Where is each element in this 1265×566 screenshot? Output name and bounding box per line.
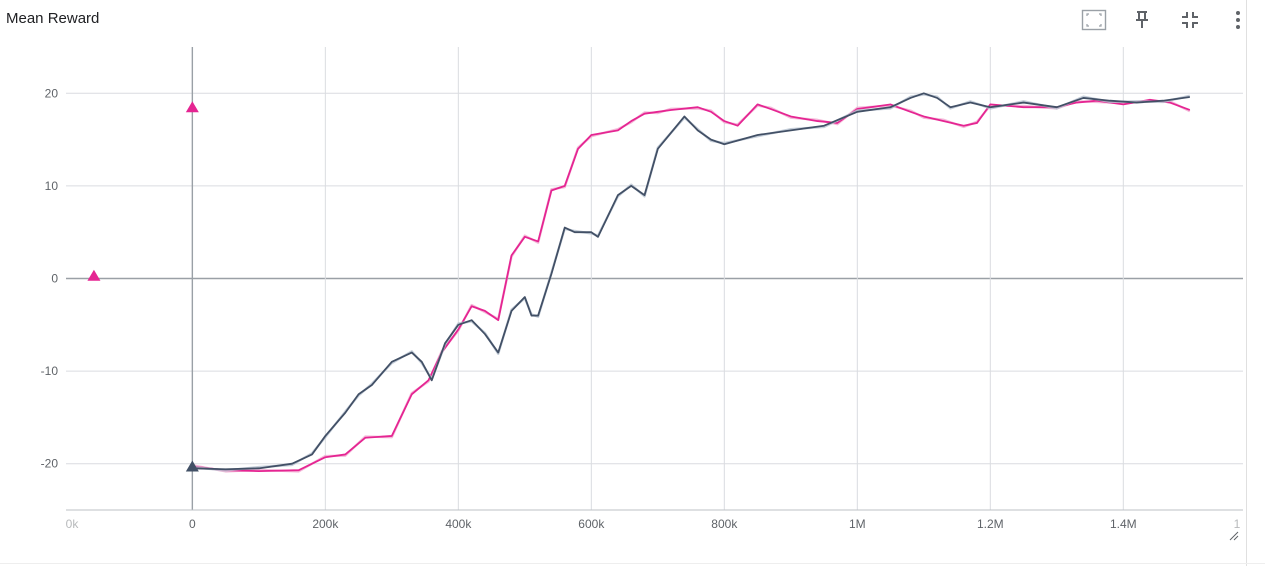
fit-domain-button[interactable] [1077, 6, 1111, 34]
pin-button[interactable] [1125, 6, 1159, 34]
series-raw-run-dark [192, 93, 1191, 472]
y-tick-label: 20 [45, 86, 59, 100]
x-tick-label: 1.2M [977, 517, 1004, 531]
more-vert-icon [1236, 11, 1240, 29]
x-tick-label: 1M [849, 517, 866, 531]
resize-handle[interactable] [1227, 528, 1239, 546]
chart-title: Mean Reward [6, 10, 100, 27]
y-tick-label: 10 [45, 179, 59, 193]
marker-run-pink [87, 269, 101, 281]
chart-toolbar [1077, 6, 1255, 34]
x-tick-label: 0 [189, 517, 196, 531]
card-divider [1246, 0, 1247, 566]
series-line-run-dark [192, 92, 1190, 471]
resize-icon [1229, 531, 1239, 541]
marker-run-pink [185, 101, 199, 113]
x-tick-label: 0k [66, 517, 80, 531]
pin-icon [1136, 11, 1148, 28]
card-bottom-border [0, 563, 1265, 564]
fit-domain-icon [1081, 9, 1107, 31]
exit-fullscreen-icon [1182, 12, 1198, 28]
x-tick-label: 400k [445, 517, 472, 531]
y-tick-label: -20 [41, 457, 59, 471]
x-tick-label: 200k [312, 517, 339, 531]
x-tick-label: 1 [1234, 517, 1241, 531]
y-tick-label: -10 [41, 364, 59, 378]
marker-run-dark [185, 460, 199, 472]
x-tick-label: 1.4M [1110, 517, 1137, 531]
y-tick-label: 0 [51, 272, 58, 286]
fullscreen-button[interactable] [1173, 6, 1207, 34]
more-menu-button[interactable] [1221, 6, 1255, 34]
x-tick-label: 600k [578, 517, 605, 531]
series-line-run-pink [192, 98, 1191, 473]
x-tick-label: 800k [711, 517, 738, 531]
